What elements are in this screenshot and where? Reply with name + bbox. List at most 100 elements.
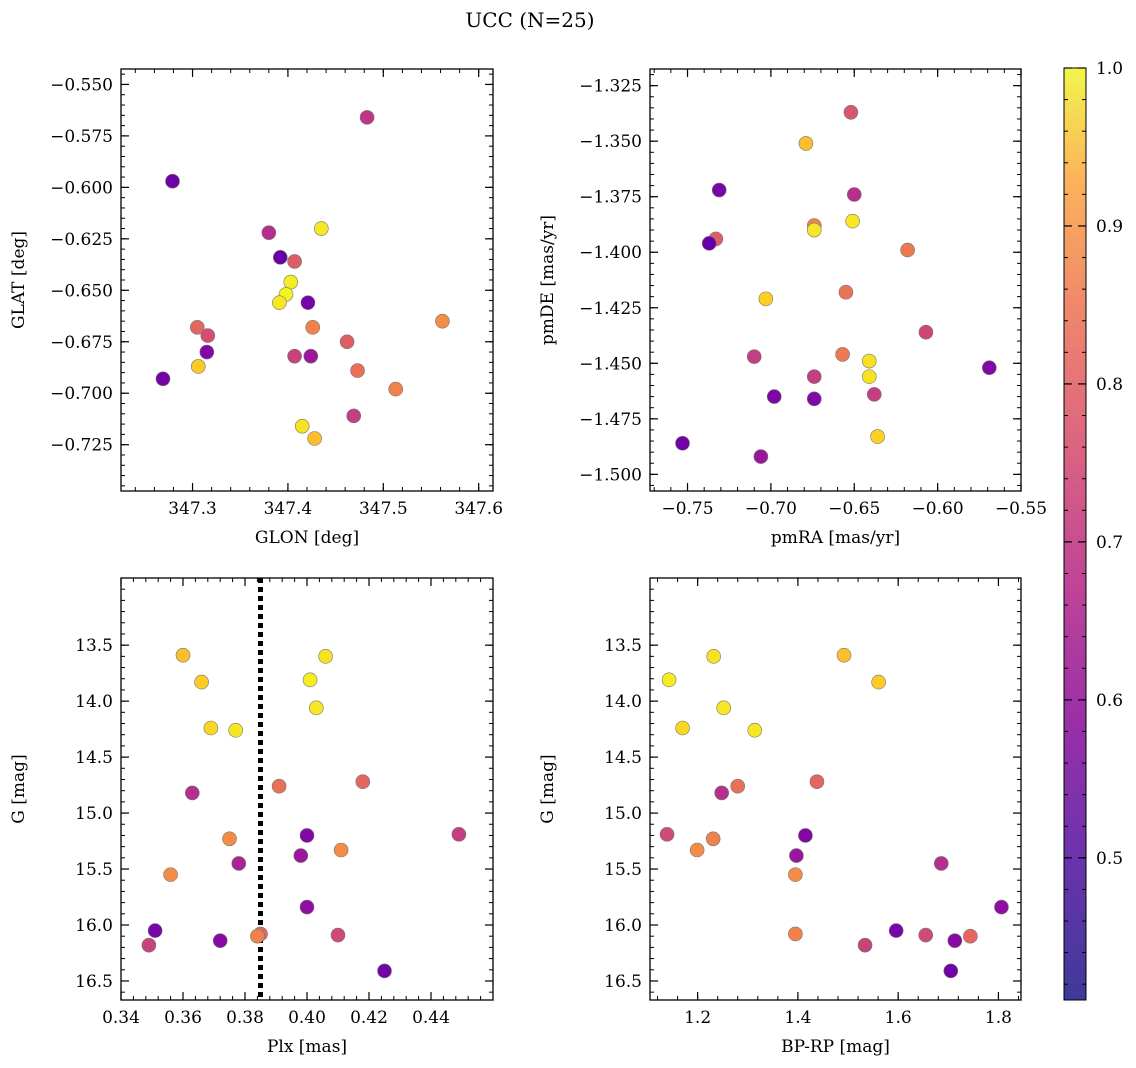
x-tick-label: −0.60: [912, 499, 964, 519]
data-point: [141, 937, 157, 953]
y-tick-label: −1.400: [579, 243, 642, 263]
data-point: [788, 926, 803, 942]
data-point: [155, 371, 171, 387]
colorbar-tick-label: 0.7: [1096, 533, 1123, 553]
y-tick-label: 13.5: [75, 636, 113, 656]
x-tick-label: 0.40: [288, 1008, 326, 1028]
y-tick-label: −0.625: [50, 230, 113, 250]
data-point: [706, 649, 721, 664]
x-tick-label: 1.8: [985, 1008, 1012, 1028]
data-point: [766, 389, 782, 404]
data-point: [806, 391, 822, 407]
data-point: [194, 674, 209, 690]
x-tick-label: −0.55: [995, 499, 1047, 519]
data-point: [714, 785, 729, 801]
x-tick-label: 1.4: [784, 1008, 811, 1028]
data-point: [300, 295, 316, 310]
data-point: [758, 291, 774, 307]
colorbar-tick-label: 0.5: [1096, 849, 1123, 869]
y-tick-label: 15.0: [75, 804, 113, 824]
x-axis-label: pmRA [mas/yr]: [771, 528, 900, 548]
sky-position-panel: 347.3 347.4 347.5 347.6 −0.725 −0.700 −0.675 −0…: [9, 68, 503, 548]
x-tick-label: 0.36: [164, 1008, 202, 1028]
x-tick-label: 0.38: [226, 1008, 264, 1028]
data-point: [659, 827, 675, 842]
y-tick-label: 14.5: [75, 748, 113, 768]
x-axis-label: BP-RP [mag]: [781, 1037, 890, 1057]
data-point: [730, 778, 746, 794]
y-tick-label: −1.425: [579, 299, 642, 319]
data-point: [283, 274, 299, 290]
data-point: [994, 899, 1009, 915]
data-point: [838, 284, 854, 300]
data-point: [199, 344, 215, 360]
y-tick-label: −1.450: [579, 354, 642, 374]
data-point: [836, 647, 852, 663]
x-tick-label: 347.4: [264, 499, 313, 519]
x-axis-label: GLON [deg]: [255, 528, 359, 548]
y-tick-label: −0.575: [50, 127, 113, 147]
data-point: [861, 353, 877, 369]
data-point: [388, 381, 404, 397]
x-axis-label: Plx [mas]: [267, 1037, 347, 1057]
data-point: [228, 722, 243, 738]
axes-frame: [649, 68, 1022, 492]
colorbar-tick-label: 0.8: [1096, 375, 1123, 395]
y-tick-label: −0.600: [50, 178, 113, 198]
data-point: [293, 848, 309, 863]
data-point: [982, 360, 997, 376]
y-tick-label: 16.0: [75, 916, 113, 936]
data-point: [845, 213, 860, 229]
data-point: [231, 856, 247, 871]
x-tick-label: 347.6: [454, 499, 503, 519]
data-point: [806, 222, 822, 238]
data-point: [716, 700, 731, 716]
x-tick-label: 1.2: [684, 1008, 711, 1028]
x-tick-label: −0.70: [745, 499, 797, 519]
y-tick-label: 16.0: [604, 916, 642, 936]
data-point: [190, 320, 205, 335]
data-point: [200, 328, 216, 343]
data-point: [857, 937, 873, 953]
data-point: [843, 105, 859, 120]
data-point: [871, 674, 886, 690]
data-point: [359, 110, 375, 125]
data-point: [346, 408, 362, 424]
data-point: [798, 828, 813, 843]
y-tick-label: −1.500: [579, 465, 642, 485]
data-point: [888, 923, 904, 938]
data-point: [250, 928, 265, 944]
data-point: [299, 899, 315, 915]
data-point: [203, 720, 219, 736]
y-tick-label: 16.5: [604, 972, 642, 992]
data-point: [318, 649, 333, 664]
data-point: [261, 225, 277, 240]
data-point: [287, 254, 302, 269]
data-point: [302, 672, 318, 688]
y-tick-label: −0.725: [50, 436, 113, 456]
data-point: [175, 647, 191, 663]
data-point: [806, 369, 822, 384]
y-tick-label: 16.5: [75, 972, 113, 992]
data-point: [330, 927, 346, 943]
data-point: [350, 363, 365, 378]
proper-motion-panel: −0.75 −0.70 −0.65 −0.60 −0.55 −1.500 −1.475 −1.…: [538, 68, 1047, 548]
data-point: [190, 359, 206, 374]
y-tick-label: 14.5: [604, 748, 642, 768]
data-point: [918, 927, 934, 943]
x-tick-label: 0.42: [350, 1008, 388, 1028]
data-point: [147, 923, 163, 938]
data-point: [788, 867, 803, 882]
data-point: [835, 347, 850, 362]
data-point: [451, 827, 467, 842]
data-point: [305, 320, 321, 335]
data-point: [222, 831, 237, 847]
data-point: [294, 418, 310, 434]
data-point: [307, 431, 322, 446]
data-point: [303, 348, 319, 364]
data-point: [299, 828, 315, 843]
data-point: [711, 182, 727, 198]
parallax-magnitude-panel: 0.34 0.36 0.38 0.40 0.42 0.44 13.5 14.0 14.5 15.0…: [9, 577, 494, 1057]
colorbar-tick-label: 0.6: [1096, 691, 1123, 711]
